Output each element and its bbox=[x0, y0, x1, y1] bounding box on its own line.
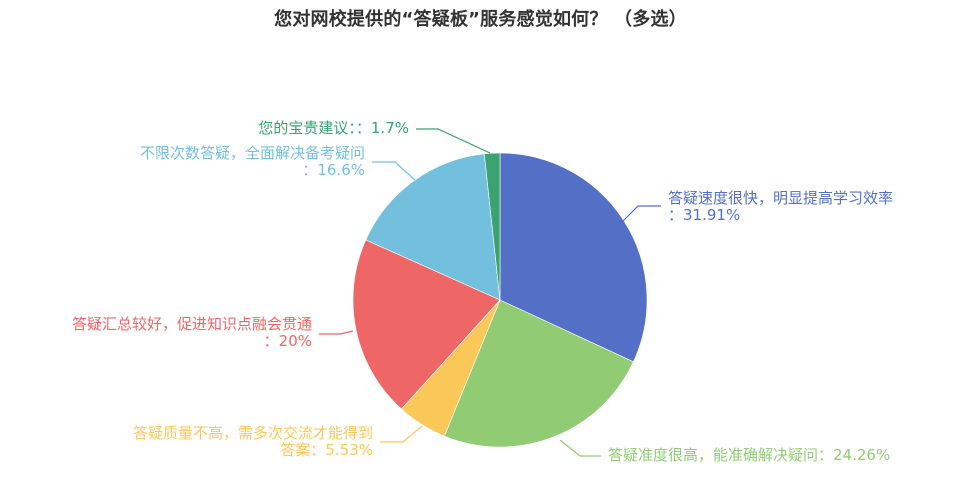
slice-unlimited[interactable] bbox=[365, 153, 501, 301]
label-line-green bbox=[559, 439, 601, 457]
label-good-summary: 答疑汇总较好，促进知识点融会贯通 ：20% bbox=[72, 316, 312, 350]
label-fast-response: 答疑速度很快，明显提高学习效率 ：31.91% bbox=[668, 190, 893, 224]
label-text: 答疑速度很快，明显提高学习效率 bbox=[668, 189, 894, 207]
pie-slices bbox=[352, 152, 648, 448]
label-accurate: 答疑准度很高，能准确解决疑问：24.26% bbox=[608, 447, 890, 464]
slice-accurate[interactable] bbox=[444, 299, 634, 448]
label-text: 您的宝贵建议：：1.7% bbox=[258, 119, 409, 137]
chart-title: 您对网校提供的“答疑板”服务感觉如何？ （多选） bbox=[274, 9, 687, 30]
slice-suggestions[interactable] bbox=[484, 152, 501, 301]
label-line-darkgreen bbox=[416, 128, 491, 154]
label-unlimited: 不限次数答疑，全面解决备考疑问 ：16.6% bbox=[140, 145, 365, 179]
label-text: 答疑汇总较好，促进知识点融会贯通 bbox=[71, 315, 312, 333]
label-value: ：20% bbox=[263, 332, 312, 350]
label-low-quality: 答疑质量不高，需多次交流才能得到 答案：5.53% bbox=[133, 425, 373, 459]
label-text: 不限次数答疑，全面解决备考疑问 bbox=[139, 144, 365, 162]
label-value: ：31.91% bbox=[668, 206, 741, 224]
label-lines bbox=[319, 128, 661, 457]
label-value: 答案：5.53% bbox=[280, 441, 373, 459]
label-value: ：16.6% bbox=[302, 161, 365, 179]
label-text: 答疑质量不高，需多次交流才能得到 bbox=[132, 424, 373, 442]
label-text: 答疑准度很高，能准确解决疑问：24.26% bbox=[608, 446, 891, 464]
label-line-yellow bbox=[380, 425, 423, 443]
label-line-cyan bbox=[372, 161, 416, 181]
slice-good-summary[interactable] bbox=[352, 239, 501, 410]
label-line-blue bbox=[622, 205, 661, 222]
label-suggestions: 您的宝贵建议：：1.7% bbox=[258, 120, 409, 137]
label-line-red bbox=[319, 330, 354, 335]
